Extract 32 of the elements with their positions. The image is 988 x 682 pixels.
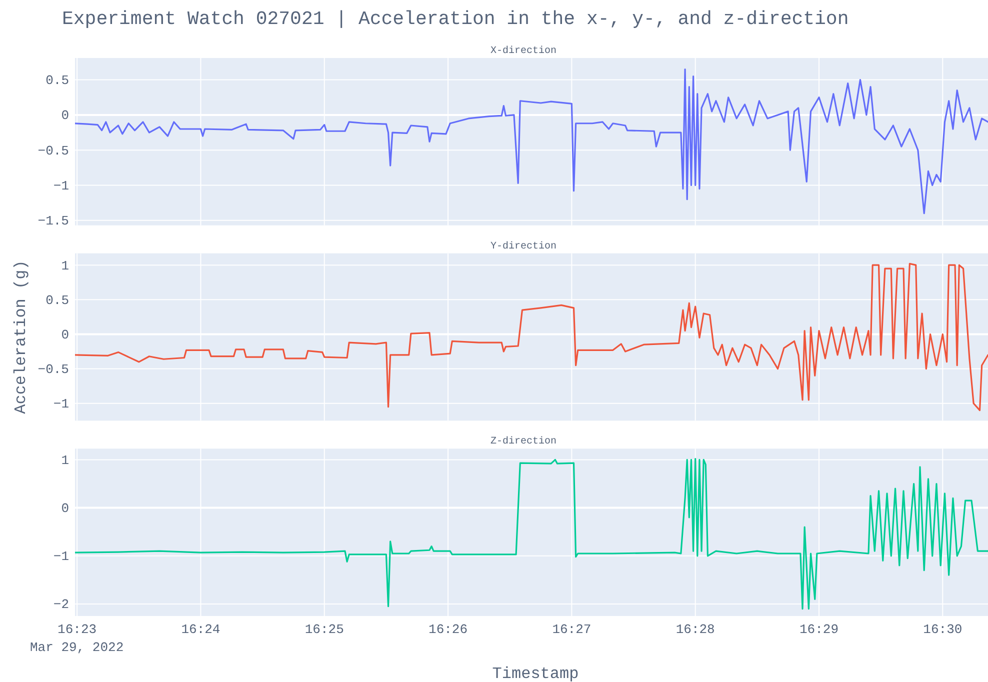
y-axis-title: Acceleration (g) [12,260,30,414]
y-tick-label: 0 [61,500,69,516]
line-series [75,68,988,214]
y-tick-label: −0.5 [38,143,69,158]
x-tick-label: 16:23 [58,622,97,638]
x-tick-label: 16:29 [799,622,839,638]
text: Mar 29, 2022 [30,640,124,655]
line-series [75,458,988,610]
chart-subtitle: X-direction [490,45,557,57]
y-tick-label: −1 [53,396,70,412]
chart-title: Experiment Watch 027021 | Acceleration in the x-, y-, and z-direction [62,8,849,30]
x-axis-title: Timestamp [492,665,579,682]
y-tick-label: −2 [53,597,69,612]
x-tick-label: 16:28 [676,622,715,638]
y-tick-label: 1 [61,258,70,274]
y-tick-label: 1 [61,452,70,468]
y-tick-label: −1.5 [38,214,69,229]
x-tick-label: 16:26 [428,622,468,638]
y-tick-label: 0 [61,108,69,124]
x-tick-label: 16:25 [304,622,344,638]
y-tick-label: −1 [53,549,70,564]
chart-subtitle: Y-direction [490,240,557,252]
x-tick-label: 16:27 [552,622,592,638]
chart-subtitle: Z-direction [490,436,557,448]
x-tick-label: 16:30 [923,622,962,638]
x-tick-label: 16:24 [181,622,220,638]
y-tick-label: 0 [61,327,69,342]
y-tick-label: 0.5 [46,292,69,308]
y-tick-label: −0.5 [38,362,69,377]
line-series [75,262,988,412]
y-tick-label: −1 [53,178,70,194]
y-tick-label: 0.5 [46,72,69,88]
